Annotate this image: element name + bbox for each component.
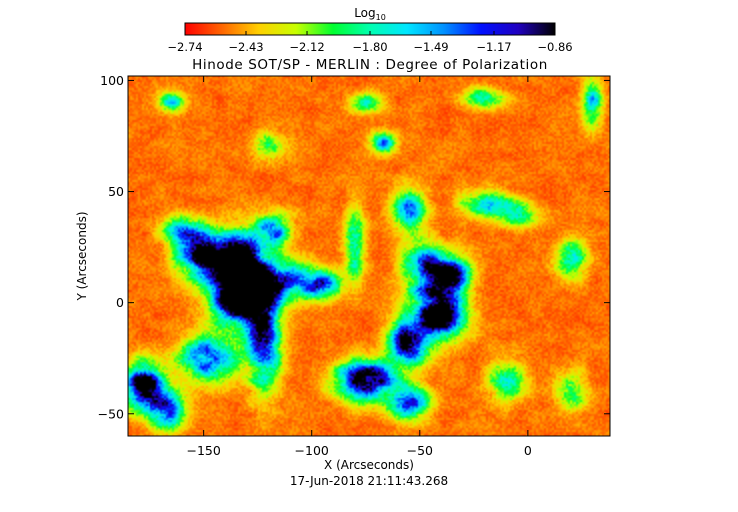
chart-title: Hinode SOT/SP - MERLIN : Degree of Polar…: [192, 57, 548, 73]
plot-frame: [127, 75, 611, 437]
y-axis-label: Y (Arcseconds): [75, 211, 89, 301]
x-tick-label: 0: [524, 443, 532, 458]
colorbar-tick-label: −2.74: [167, 40, 202, 54]
x-axis-label: X (Arcseconds): [324, 458, 414, 472]
y-tick-label: 50: [108, 184, 124, 199]
colorbar-label: Log10: [354, 6, 386, 22]
colorbar-ticks: −2.74 −2.43 −2.12 −1.80 −1.49 −1.17 −0.86: [167, 31, 573, 54]
colorbar-tick-label: −1.49: [413, 40, 448, 54]
colorbar-tick-label: −0.86: [537, 40, 572, 54]
x-tick-label: −50: [407, 443, 433, 458]
y-tick-label: 0: [116, 295, 124, 310]
colorbar-tick-label: −1.17: [476, 40, 511, 54]
x-axis-ticks: −150 −100 −50 0: [186, 76, 532, 458]
timestamp: 17-Jun-2018 21:11:43.268: [290, 474, 448, 488]
y-tick-label: 100: [100, 73, 124, 88]
y-axis-ticks: −50 0 50 100: [98, 73, 610, 421]
plot-area: −150 −100 −50 0 −50 0 50 100: [98, 73, 611, 458]
colorbar-tick-label: −2.12: [289, 40, 324, 54]
polarization-heatmap: [128, 76, 610, 436]
colorbar: Log10 −2.74 −2.43 −2.12 −1.80 −1.49 −1.17 −0.8…: [167, 6, 572, 54]
colorbar-tick-label: −2.43: [228, 40, 263, 54]
colorbar-tick-label: −1.80: [352, 40, 387, 54]
x-tick-label: −150: [186, 443, 220, 458]
x-tick-label: −100: [295, 443, 329, 458]
y-tick-label: −50: [98, 406, 124, 421]
